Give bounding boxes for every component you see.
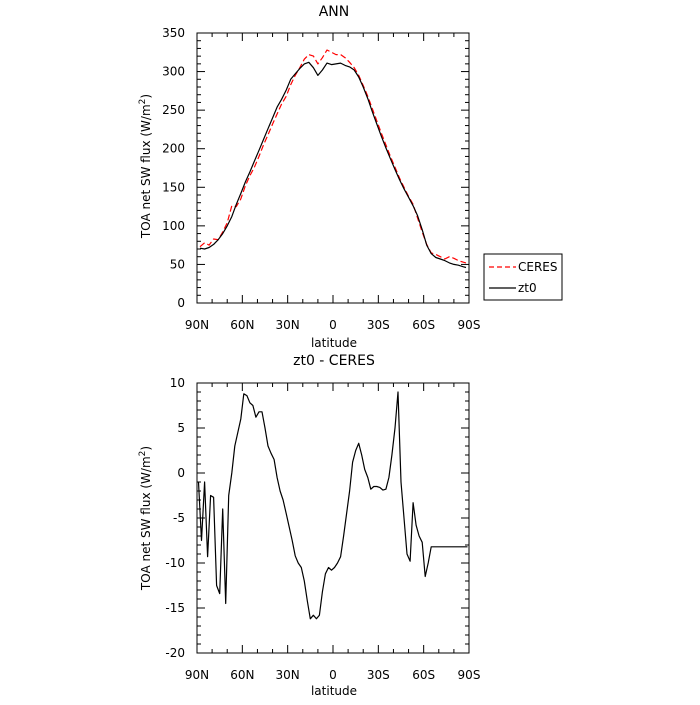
y-tick-label: 5 — [177, 421, 185, 435]
y-tick-label: 10 — [170, 376, 185, 390]
x-tick-label: 90N — [185, 668, 209, 682]
plot-area — [197, 391, 468, 620]
x-axis-label: latitude — [311, 336, 357, 350]
x-tick-label: 30N — [276, 668, 300, 682]
y-tick-label: 200 — [162, 142, 185, 156]
y-tick-label: 0 — [177, 466, 185, 480]
plot-frame — [196, 32, 470, 304]
series-line-difference — [197, 391, 468, 620]
y-tick-label: 100 — [162, 219, 185, 233]
axis-ticks: 90N 60N 30N 0 30S 60S 90S 0 50 100 150 200 250 300 350 — [162, 26, 480, 332]
x-tick-label: 90N — [185, 318, 209, 332]
legend-box — [483, 253, 563, 301]
y-axis-label: TOA net SW flux (W/m2) — [138, 94, 153, 239]
legend-label-zt0: zt0 — [518, 281, 537, 295]
x-tick-label: 30N — [276, 318, 300, 332]
series-line-ceres — [199, 49, 467, 264]
y-tick-label: 300 — [162, 65, 185, 79]
panel-title: zt0 - CERES — [293, 353, 375, 369]
y-tick-label: 350 — [162, 26, 185, 40]
plot-area — [199, 49, 467, 269]
x-tick-label: 30S — [367, 318, 390, 332]
y-axis-label: TOA net SW flux (W/m2) — [138, 446, 153, 591]
x-tick-label: 30S — [367, 668, 390, 682]
x-tick-label: 90S — [458, 318, 481, 332]
series-line-zt0 — [199, 61, 467, 269]
x-tick-label: 0 — [329, 318, 337, 332]
y-tick-label: -20 — [165, 646, 185, 660]
panel-difference: zt0 - CERES latitude TOA net SW flux (W/… — [138, 353, 480, 698]
x-tick-label: 60S — [412, 318, 435, 332]
axis-ticks: 90N 60N 30N 0 30S 60S 90S -20 -15 -10 -5 0 5 10 — [165, 376, 480, 682]
x-tick-label: 0 — [329, 668, 337, 682]
plot-frame — [196, 382, 470, 654]
y-tick-label: 50 — [170, 257, 185, 271]
x-axis-label: latitude — [311, 684, 357, 698]
x-tick-label: 60N — [230, 668, 254, 682]
y-tick-label: -5 — [173, 511, 185, 525]
y-tick-label: -15 — [165, 601, 185, 615]
x-tick-label: 60N — [230, 318, 254, 332]
panel-title: ANN — [319, 4, 350, 20]
legend-label-ceres: CERES — [518, 260, 558, 274]
y-tick-label: 250 — [162, 103, 185, 117]
legend: CERES zt0 — [483, 253, 563, 301]
x-tick-label: 90S — [458, 668, 481, 682]
y-tick-label: -10 — [165, 556, 185, 570]
x-tick-label: 60S — [412, 668, 435, 682]
y-tick-label: 150 — [162, 180, 185, 194]
y-tick-label: 0 — [177, 296, 185, 310]
panel-annual-flux: ANN latitude TOA net SW flux (W/m2) 90N 6… — [138, 4, 563, 350]
